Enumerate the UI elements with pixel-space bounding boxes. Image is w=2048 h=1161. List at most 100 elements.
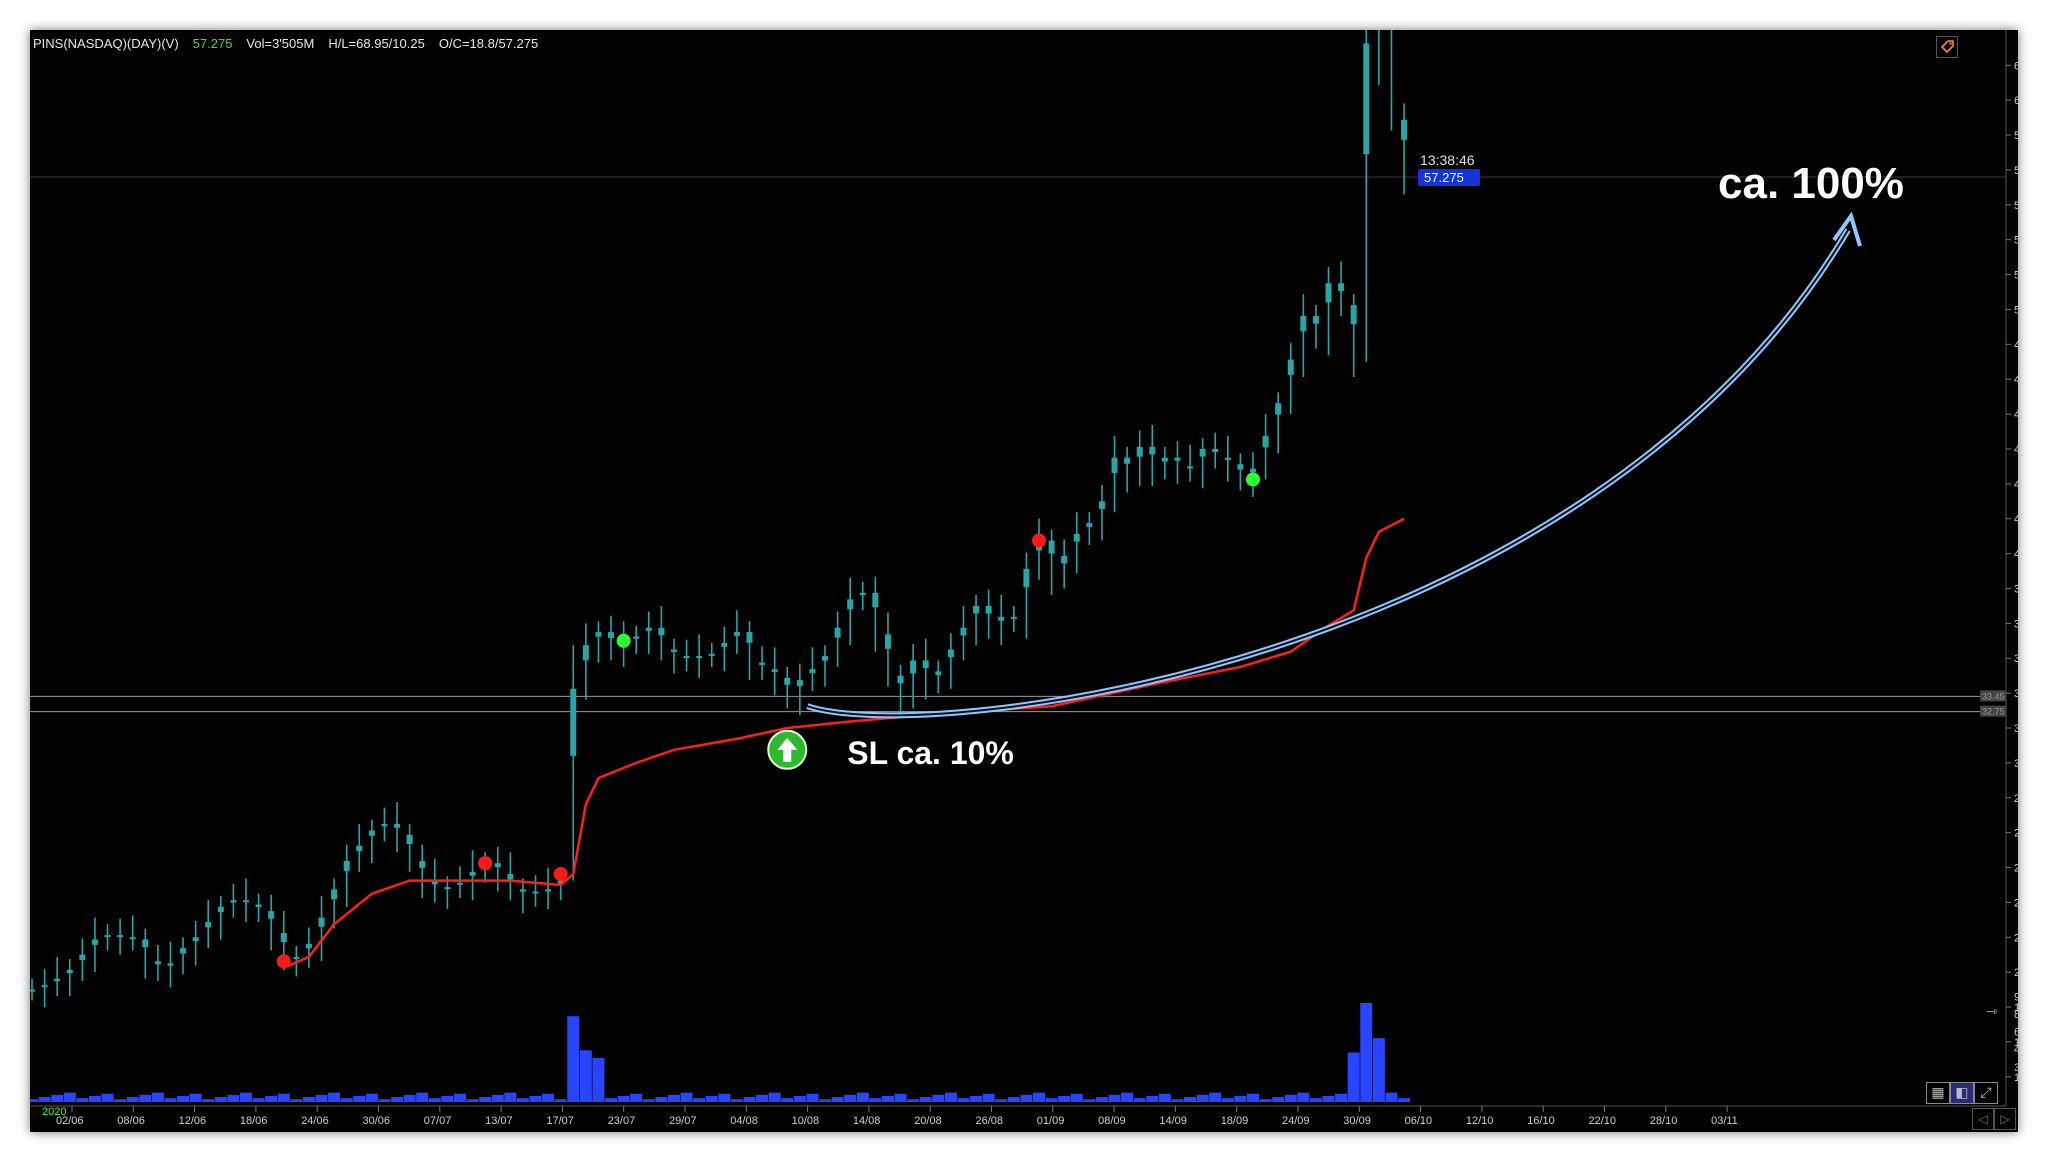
volume-bar — [995, 1099, 1008, 1102]
scroll-left-icon[interactable]: ◁ — [1972, 1108, 1994, 1130]
year-label: 2020 — [42, 1106, 66, 1118]
volume-bar — [567, 1016, 580, 1102]
price-chart[interactable]: 62.4 60.8 59.2 57.6 56 54.4 52.8 51.2 49.6 48 46.4… — [30, 30, 2018, 1132]
x-tick-label: 30/09 — [1343, 1115, 1371, 1127]
candle-body — [910, 660, 917, 674]
candle-body — [129, 937, 136, 940]
candle-body — [1287, 359, 1294, 375]
volume-bar — [1045, 1098, 1058, 1102]
candle-body — [91, 939, 98, 945]
volume-bar — [1246, 1093, 1259, 1102]
sell-signal-dot — [553, 867, 568, 882]
symbol-label: PINS(NASDAQ)(DAY)(V) — [33, 36, 179, 51]
candle-body — [255, 904, 262, 907]
volume-bar — [189, 1093, 202, 1102]
volume-bar — [793, 1095, 806, 1102]
volume-bar — [1297, 1092, 1310, 1102]
candle-body — [268, 911, 275, 919]
support-badge — [1980, 690, 2006, 702]
candle-body — [784, 677, 791, 685]
x-tick-label: 24/06 — [301, 1115, 329, 1127]
chart-window: 62.4 60.8 59.2 57.6 56 54.4 52.8 51.2 49.6 48 46.4… — [30, 30, 2018, 1132]
y-tick-label: 38.4 — [2014, 583, 2018, 595]
y-tick-label: 49.6 — [2014, 339, 2018, 351]
x-tick-label: 14/08 — [853, 1115, 881, 1127]
y-tick-label: 48 — [2014, 374, 2018, 386]
split-view-icon[interactable]: ◧ — [1950, 1082, 1974, 1104]
x-tick-label: 12/06 — [179, 1115, 207, 1127]
volume-bar — [88, 1095, 101, 1102]
y-tick-label: 25.6 — [2014, 863, 2018, 875]
x-tick-label: 17/07 — [546, 1115, 574, 1127]
candle-body — [280, 932, 287, 943]
symbol-info-bar: PINS(NASDAQ)(DAY)(V) 57.275 Vol=3'505M H/L=… — [33, 36, 552, 51]
x-tick-label: 24/09 — [1282, 1115, 1310, 1127]
target-label: ca. 100% — [1718, 159, 1904, 208]
volume-bar — [177, 1095, 190, 1102]
volume-label: Vol=3'505M — [246, 36, 315, 51]
high-low-label: H/L=68.95/10.25 — [328, 36, 425, 51]
volume-bar — [680, 1092, 693, 1102]
candle-body — [368, 830, 375, 836]
volume-bar — [504, 1092, 517, 1102]
volume-bar — [353, 1095, 366, 1102]
candle-body — [1187, 466, 1194, 469]
volume-bar — [1309, 1098, 1322, 1102]
volume-bar — [1007, 1097, 1020, 1102]
volume-bar — [1184, 1097, 1197, 1102]
candle-body — [343, 860, 350, 871]
volume-bar — [881, 1095, 894, 1102]
last-price: 57.275 — [192, 36, 233, 51]
x-tick-label: 26/08 — [976, 1115, 1004, 1127]
moving-average-line — [283, 517, 1405, 969]
candle-body — [1136, 446, 1143, 457]
candle-body — [595, 632, 602, 637]
volume-bar — [51, 1094, 64, 1102]
y-tick-label: 35.2 — [2014, 653, 2018, 665]
candle-body — [205, 922, 212, 928]
tag-icon[interactable] — [1936, 36, 1958, 58]
candle-body — [1174, 457, 1181, 461]
volume-bar — [542, 1093, 555, 1102]
y-tick-label: 16 — [2014, 1072, 2018, 1084]
volume-bar — [894, 1093, 907, 1102]
candle-body — [822, 656, 829, 661]
x-tick-label: 22/10 — [1589, 1115, 1617, 1127]
volume-bar — [1171, 1099, 1184, 1102]
cursor-arrow-icon[interactable]: ⇾ — [1986, 1004, 1998, 1020]
volume-bar — [1108, 1094, 1121, 1102]
price-badge-label: 57.275 — [1424, 170, 1464, 185]
y-tick-label: 22.4 — [2014, 932, 2018, 944]
x-tick-label: 20/08 — [914, 1115, 942, 1127]
volume-bar — [453, 1093, 466, 1102]
volume-bar — [944, 1092, 957, 1102]
y-tick-label: 44.8 — [2014, 444, 2018, 456]
candle-body — [960, 627, 967, 636]
buy-signal-dot — [1245, 472, 1260, 487]
volume-bar — [441, 1095, 454, 1102]
y-tick-label: 54.4 — [2014, 235, 2018, 247]
candle-body — [721, 642, 728, 647]
candle-body — [66, 969, 73, 974]
volume-bar — [655, 1097, 668, 1102]
volume-bar — [214, 1097, 227, 1102]
countdown-timer: 13:38:46 — [1420, 152, 1475, 168]
sell-signal-dot — [276, 954, 291, 969]
volume-bar — [705, 1095, 718, 1102]
candle-body — [532, 891, 539, 894]
scroll-right-icon[interactable]: ▷ — [1994, 1108, 2016, 1130]
x-tick-label: 12/10 — [1466, 1115, 1494, 1127]
volume-bar — [491, 1094, 504, 1102]
candle-body — [645, 627, 652, 631]
candle-body — [834, 627, 841, 638]
support-badge — [1980, 705, 2006, 717]
candle-body — [444, 887, 451, 890]
candle-body — [1023, 568, 1030, 588]
x-tick-label: 18/09 — [1221, 1115, 1249, 1127]
x-tick-label: 29/07 — [669, 1115, 697, 1127]
fullscreen-icon[interactable]: ⤢ — [1974, 1082, 1998, 1104]
volume-bar — [38, 1097, 51, 1102]
grid-layout-icon[interactable]: ▦ — [1926, 1082, 1950, 1104]
x-tick-label: 03/11 — [1711, 1115, 1738, 1127]
volume-bar — [844, 1094, 857, 1102]
